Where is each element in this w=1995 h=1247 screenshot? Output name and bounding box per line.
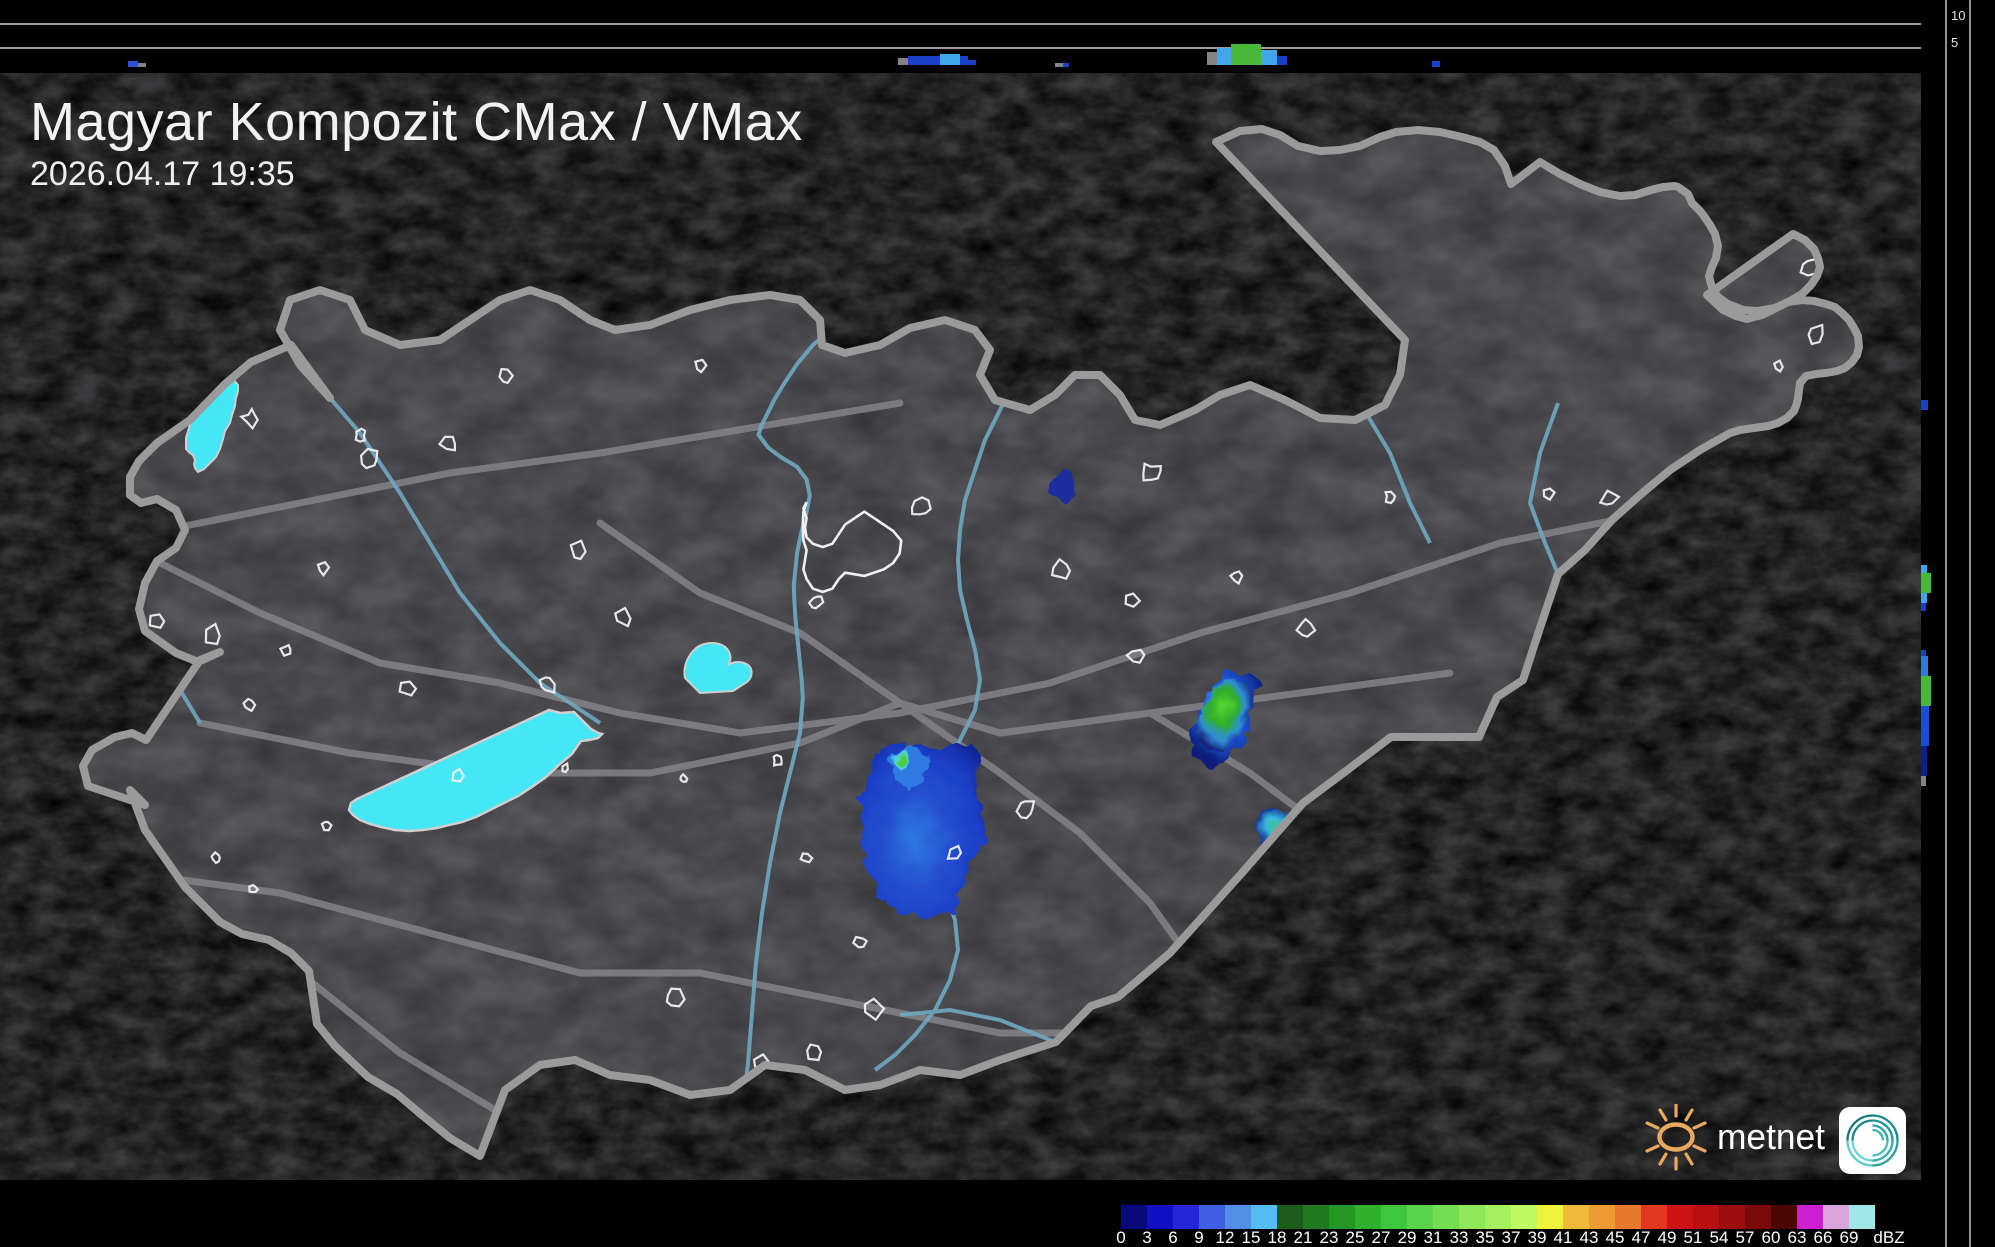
svg-text:51: 51 bbox=[1684, 1228, 1703, 1247]
svg-text:31: 31 bbox=[1424, 1228, 1443, 1247]
svg-text:18: 18 bbox=[1268, 1228, 1287, 1247]
svg-text:metnet: metnet bbox=[1717, 1116, 1825, 1157]
svg-text:60: 60 bbox=[1762, 1228, 1781, 1247]
svg-text:15: 15 bbox=[1242, 1228, 1261, 1247]
svg-text:27: 27 bbox=[1372, 1228, 1391, 1247]
svg-text:9: 9 bbox=[1194, 1228, 1203, 1247]
svg-text:3: 3 bbox=[1142, 1228, 1151, 1247]
svg-text:57: 57 bbox=[1736, 1228, 1755, 1247]
svg-text:37: 37 bbox=[1502, 1228, 1521, 1247]
svg-text:5: 5 bbox=[1951, 35, 1958, 50]
svg-text:66: 66 bbox=[1814, 1228, 1833, 1247]
svg-text:21: 21 bbox=[1294, 1228, 1313, 1247]
svg-text:54: 54 bbox=[1710, 1228, 1729, 1247]
svg-text:63: 63 bbox=[1788, 1228, 1807, 1247]
svg-text:12: 12 bbox=[1216, 1228, 1235, 1247]
svg-text:43: 43 bbox=[1580, 1228, 1599, 1247]
svg-text:49: 49 bbox=[1658, 1228, 1677, 1247]
svg-text:35: 35 bbox=[1476, 1228, 1495, 1247]
svg-text:47: 47 bbox=[1632, 1228, 1651, 1247]
svg-text:41: 41 bbox=[1554, 1228, 1573, 1247]
svg-text:45: 45 bbox=[1606, 1228, 1625, 1247]
svg-text:69: 69 bbox=[1840, 1228, 1859, 1247]
svg-text:23: 23 bbox=[1320, 1228, 1339, 1247]
svg-text:39: 39 bbox=[1528, 1228, 1547, 1247]
svg-text:25: 25 bbox=[1346, 1228, 1365, 1247]
svg-text:33: 33 bbox=[1450, 1228, 1469, 1247]
svg-text:0: 0 bbox=[1116, 1228, 1125, 1247]
svg-text:10: 10 bbox=[1951, 8, 1965, 23]
svg-text:6: 6 bbox=[1168, 1228, 1177, 1247]
svg-text:dBZ: dBZ bbox=[1873, 1228, 1904, 1247]
svg-text:29: 29 bbox=[1398, 1228, 1417, 1247]
